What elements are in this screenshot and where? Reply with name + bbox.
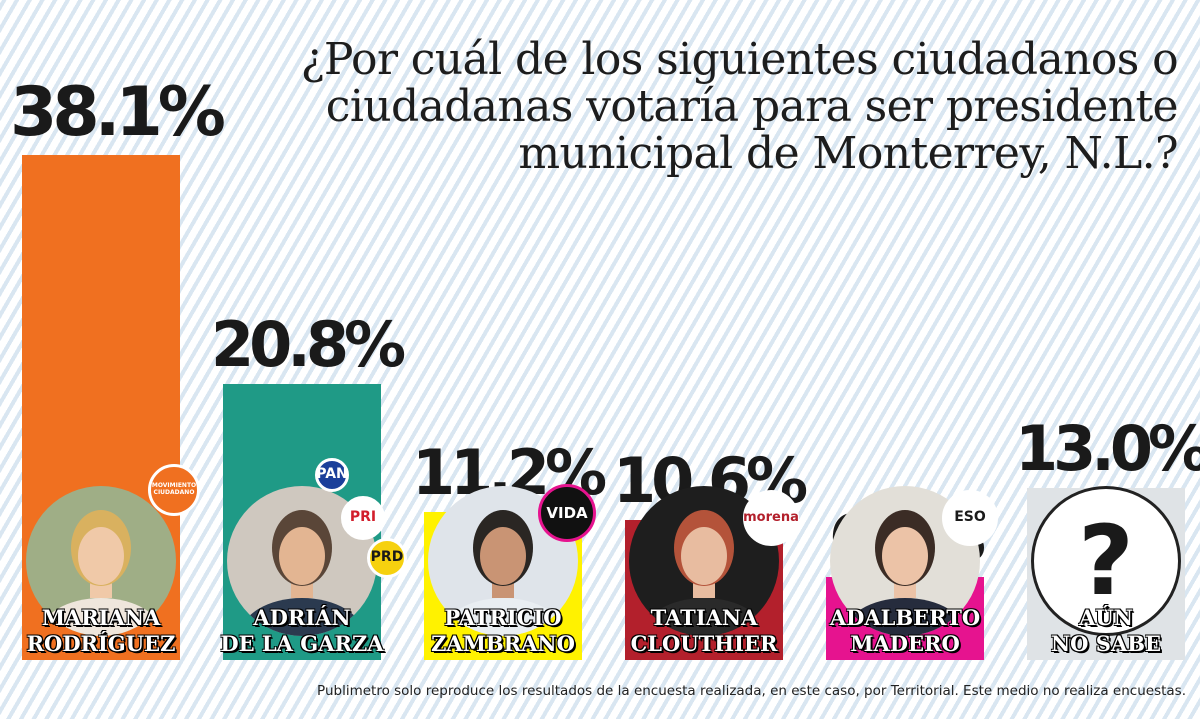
name-line: ZAMBRANO xyxy=(431,631,575,656)
footnote: Publimetro solo reproduce los resultados… xyxy=(317,683,1186,699)
name-line: MADERO xyxy=(850,631,960,656)
candidate-photo xyxy=(629,486,779,636)
name-line: AÚN xyxy=(1079,605,1133,630)
question-mark-icon: ? xyxy=(1078,505,1134,617)
movimiento-ciudadano-logo: MOVIMIENTO CIUDADANO xyxy=(148,464,200,516)
candidate-name: PATRICIO ZAMBRANO xyxy=(404,605,602,657)
pan-logo: PAN xyxy=(315,458,349,492)
unknown-placeholder: ? xyxy=(1031,486,1181,636)
candidate-name: AÚN NO SABE xyxy=(1007,605,1200,657)
name-line: TATIANA xyxy=(650,605,758,630)
morena-logo: morena xyxy=(743,490,799,546)
value-label: 38.1% xyxy=(10,73,226,152)
name-line: CLOUTHIER xyxy=(630,631,778,656)
title-line: municipal de Monterrey, N.L.? xyxy=(518,128,1178,179)
name-line: DE LA GARZA xyxy=(220,631,384,656)
title-line: ciudadanas votaría para ser presidente xyxy=(325,81,1179,132)
prd-logo: PRD xyxy=(367,538,407,578)
candidate-name: ADALBERTO MADERO xyxy=(806,605,1004,657)
name-line: ADRIÁN xyxy=(253,605,351,630)
pri-logo: PRI xyxy=(341,496,385,540)
chart-title: ¿Por cuál de los siguientes ciudadanos o… xyxy=(278,34,1179,179)
eso-logo: ESO xyxy=(942,490,998,546)
name-line: MARIANA xyxy=(41,605,161,630)
candidate-name: MARIANA RODRÍGUEZ xyxy=(2,605,200,657)
value-label: 20.8% xyxy=(211,308,406,381)
title-line: ¿Por cuál de los siguientes ciudadanos o xyxy=(300,34,1179,85)
name-line: PATRICIO xyxy=(444,605,562,630)
name-line: RODRÍGUEZ xyxy=(26,631,176,656)
vida-logo: VIDA xyxy=(538,484,596,542)
name-line: ADALBERTO xyxy=(829,605,981,630)
candidate-name: TATIANA CLOUTHIER xyxy=(605,605,803,657)
candidate-photo xyxy=(428,486,578,636)
candidate-name: ADRIÁN DE LA GARZA xyxy=(203,605,401,657)
name-line: NO SABE xyxy=(1050,631,1161,656)
value-label: 13.0% xyxy=(1015,412,1200,485)
candidate-photo xyxy=(26,486,176,636)
